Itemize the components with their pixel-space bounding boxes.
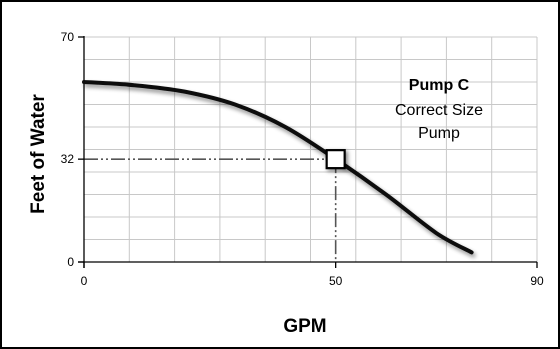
annotation-line-1: Pump C xyxy=(409,77,470,94)
y-tick-label: 32 xyxy=(61,152,75,166)
annotation-line-3: Pump xyxy=(418,125,460,142)
pump-curve-line xyxy=(82,80,474,255)
x-axis-title: GPM xyxy=(283,316,326,337)
series-layer xyxy=(82,80,474,255)
axes xyxy=(78,36,538,268)
x-tick-label: 90 xyxy=(530,274,544,288)
y-tick-label: 0 xyxy=(67,255,74,269)
annotation-line-2: Correct Size xyxy=(395,102,483,119)
x-tick-labels: 0 50 90 xyxy=(81,274,544,288)
operating-point-marker xyxy=(325,149,346,170)
grid-lines xyxy=(84,36,538,262)
x-tick-label: 50 xyxy=(329,274,343,288)
marker-layer xyxy=(325,149,346,170)
y-tick-labels: 0 32 70 xyxy=(61,30,75,269)
operating-point-guides xyxy=(84,158,337,262)
y-tick-label: 70 xyxy=(61,30,75,44)
y-axis-title: Feet of Water xyxy=(28,94,49,214)
annotation: Pump C Correct Size Pump xyxy=(395,77,483,142)
x-tick-label: 0 xyxy=(81,274,88,288)
